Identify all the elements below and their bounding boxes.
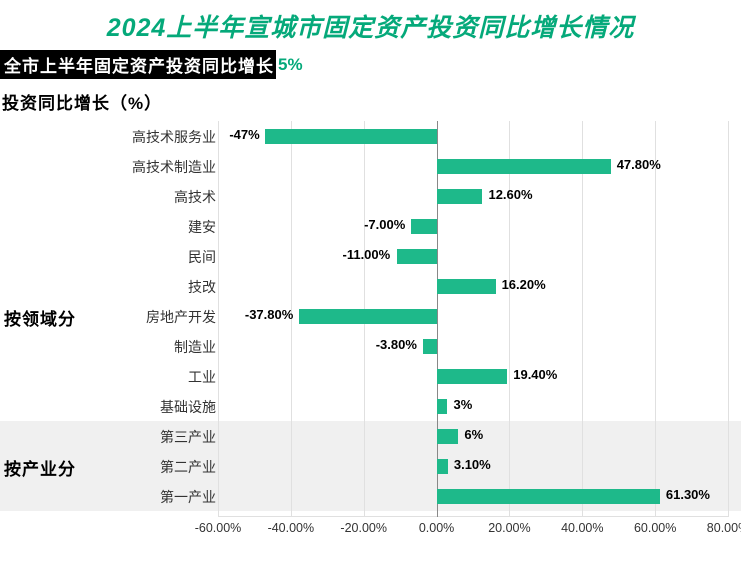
bar-value-label: -3.80% — [376, 337, 417, 352]
category-label: 基础设施 — [106, 397, 216, 417]
bar — [437, 429, 459, 444]
bar-value-label: -7.00% — [364, 217, 405, 232]
x-tick-label: 60.00% — [634, 521, 676, 535]
gridline — [655, 121, 656, 517]
bar — [411, 219, 437, 234]
category-label: 第二产业 — [106, 457, 216, 477]
bar — [265, 129, 436, 144]
section-label: 按领域分 — [4, 305, 76, 330]
bar — [437, 279, 496, 294]
bar-value-label: 12.60% — [488, 187, 532, 202]
chart-container: 按领域分按产业分 -60.00% -40.00% -20.00% 0.00% 20.00%… — [0, 118, 741, 548]
category-label: 技改 — [106, 277, 216, 297]
category-label: 高技术服务业 — [106, 127, 216, 147]
chart-title: 2024上半年宣城市固定资产投资同比增长情况 — [0, 0, 741, 44]
category-label: 第一产业 — [106, 487, 216, 507]
y-axis-label: 投资同比增长（%） — [2, 89, 741, 114]
x-tick-label: -60.00% — [195, 521, 242, 535]
x-tick-label: 80.00% — [707, 521, 741, 535]
x-tick-label: -40.00% — [268, 521, 315, 535]
x-tick-label: 20.00% — [488, 521, 530, 535]
gridline — [509, 121, 510, 517]
bar — [397, 249, 437, 264]
bar — [437, 459, 448, 474]
category-label: 制造业 — [106, 337, 216, 357]
bar — [423, 339, 437, 354]
bar-value-label: -37.80% — [245, 307, 293, 322]
category-label: 第三产业 — [106, 427, 216, 447]
subtitle-percent: 5% — [278, 55, 303, 75]
x-tick-label: -20.00% — [340, 521, 387, 535]
bar-value-label: -47% — [229, 127, 259, 142]
category-label: 工业 — [106, 367, 216, 387]
bar-value-label: 61.30% — [666, 487, 710, 502]
subtitle-row: 全市上半年固定资产投资同比增长 5% — [0, 50, 741, 79]
section-label: 按产业分 — [4, 455, 76, 480]
category-label: 民间 — [106, 247, 216, 267]
bar-value-label: -11.00% — [343, 247, 391, 262]
category-label: 高技术 — [106, 187, 216, 207]
bar-value-label: 16.20% — [502, 277, 546, 292]
bar-value-label: 47.80% — [617, 157, 661, 172]
bar-value-label: 6% — [464, 427, 483, 442]
category-label: 建安 — [106, 217, 216, 237]
gridline — [582, 121, 583, 517]
gridline — [728, 121, 729, 517]
x-tick-label: 40.00% — [561, 521, 603, 535]
bar-value-label: 3% — [454, 397, 473, 412]
gridline — [218, 121, 219, 517]
bar — [437, 159, 611, 174]
bar-value-label: 3.10% — [454, 457, 491, 472]
category-label: 房地产开发 — [106, 307, 216, 327]
bar-value-label: 19.40% — [513, 367, 557, 382]
bar — [437, 489, 660, 504]
category-label: 高技术制造业 — [106, 157, 216, 177]
bar — [437, 399, 448, 414]
subtitle-black-bar: 全市上半年固定资产投资同比增长 — [0, 50, 276, 79]
bar — [437, 189, 483, 204]
bar — [437, 369, 508, 384]
bar — [299, 309, 437, 324]
chart-area: 按领域分按产业分 -60.00% -40.00% -20.00% 0.00% 20.00%… — [0, 118, 741, 548]
x-tick-label: 0.00% — [419, 521, 454, 535]
